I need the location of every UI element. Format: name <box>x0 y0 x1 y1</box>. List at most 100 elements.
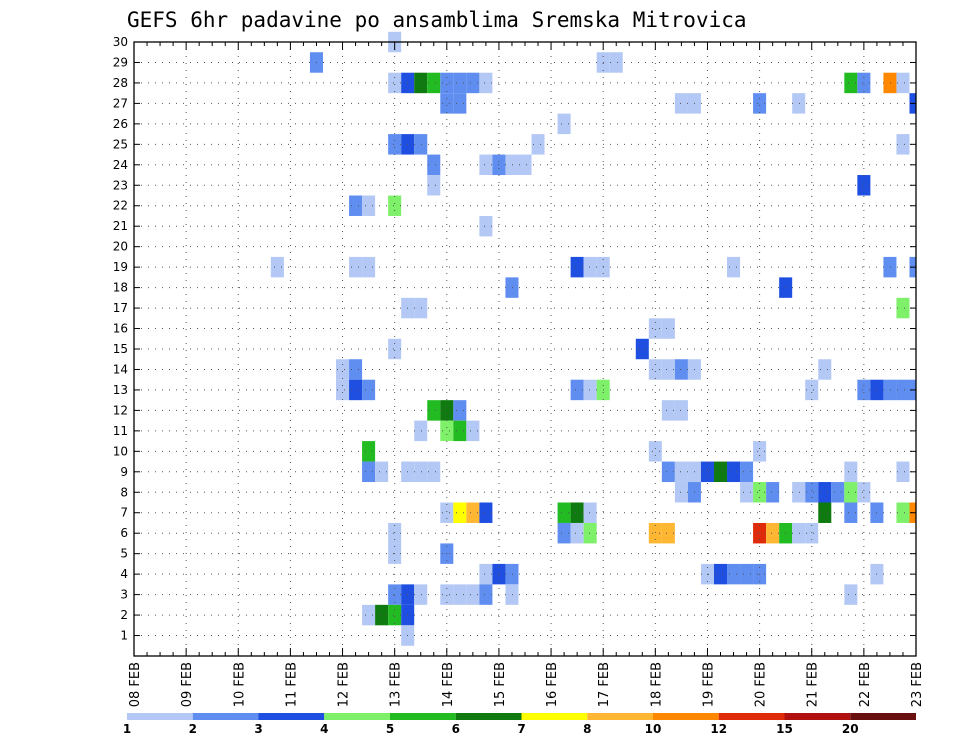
heatmap-cell <box>583 379 597 401</box>
heatmap-cell <box>896 72 910 94</box>
x-tick-label: 15 FEB <box>493 662 508 707</box>
plot-frame <box>133 41 917 657</box>
heatmap-cell <box>661 318 675 339</box>
y-tick-label: 5 <box>120 547 128 561</box>
y-tick-label: 2 <box>120 608 128 622</box>
heatmap-cell <box>883 379 897 401</box>
heatmap-cell <box>727 256 741 278</box>
heatmap-cell <box>349 195 363 216</box>
y-tick-label: 23 <box>113 178 128 192</box>
y-tick-label: 11 <box>113 424 128 438</box>
heatmap-cell <box>270 256 284 278</box>
colorbar-segment <box>455 713 522 720</box>
heatmap-cell <box>570 522 584 544</box>
heatmap-cell <box>818 359 832 380</box>
x-axis-ticks: 08 FEB 09 FEB 10 FEB 11 FEB 12 FEB 13 FEB 14 F… <box>128 42 925 707</box>
chart-title: GEFS 6hr padavine po ansamblima Sremska … <box>127 8 747 32</box>
heatmap-cell <box>883 72 897 94</box>
heatmap-cell <box>427 154 441 176</box>
y-tick-label: 29 <box>113 55 128 69</box>
heatmap-cell <box>427 461 441 483</box>
colorbar-label: 10 <box>645 722 662 736</box>
x-tick-label: 20 FEB <box>754 662 769 707</box>
heatmap-cell <box>440 502 454 523</box>
y-tick-label: 30 <box>113 35 128 49</box>
x-tick-label: 11 FEB <box>284 662 299 707</box>
heatmap-cell <box>896 461 910 483</box>
heatmap-cell <box>427 72 441 94</box>
heatmap-cell <box>792 93 806 114</box>
heatmap-cell <box>805 379 819 401</box>
heatmap-cell <box>362 195 376 216</box>
heatmap-cell <box>505 563 519 585</box>
y-tick-label: 24 <box>113 158 128 172</box>
colorbar-label: 12 <box>710 722 727 736</box>
heatmap-cell <box>557 502 571 523</box>
heatmap-cell <box>388 584 402 605</box>
y-tick-label: 8 <box>120 485 128 499</box>
heatmap-cell <box>792 482 806 503</box>
colorbar-label: 1 <box>123 722 131 736</box>
x-tick-label: 19 FEB <box>701 662 716 707</box>
heatmap-cell <box>740 461 754 483</box>
y-tick-label: 16 <box>113 322 128 336</box>
heatmap-cell <box>349 256 363 278</box>
x-tick-label: 21 FEB <box>806 662 821 707</box>
heatmap-cell <box>375 604 389 626</box>
heatmap-cell <box>453 400 467 421</box>
heatmap-cell <box>753 93 767 114</box>
heatmap-cell <box>583 256 597 278</box>
colorbar-label: 6 <box>452 722 460 736</box>
heatmap-cell <box>479 154 493 176</box>
heatmap-cell <box>414 461 428 483</box>
heatmap-cell <box>831 482 845 503</box>
colorbar-segment <box>324 713 390 720</box>
heatmap-cell <box>570 502 584 523</box>
heatmap-cell <box>570 379 584 401</box>
heatmap-cell <box>674 400 688 421</box>
grid-lines <box>133 41 917 656</box>
heatmap-cell <box>453 420 467 442</box>
heatmap-cell <box>740 482 754 503</box>
x-tick-label: 16 FEB <box>545 662 560 707</box>
colorbar-label: 15 <box>776 722 793 736</box>
colorbar-segment <box>718 713 785 720</box>
heatmap-cell <box>414 134 428 155</box>
y-tick-label: 21 <box>113 219 128 233</box>
x-tick-label: 22 FEB <box>858 662 873 707</box>
colorbar-label: 3 <box>254 722 262 736</box>
heatmap-cell <box>844 461 858 483</box>
heatmap-cell <box>479 72 493 94</box>
y-tick-label: 22 <box>113 199 128 213</box>
heatmap-cell <box>466 72 480 94</box>
heatmap-cell <box>648 318 662 339</box>
heatmap-cell <box>414 72 428 94</box>
heatmap-cell <box>753 441 767 462</box>
heatmap-cell <box>427 400 441 421</box>
colorbar-legend: 1 2 3 4 5 6 7 8 10 12 15 20 <box>123 713 916 736</box>
heatmap-cell <box>388 72 402 94</box>
heatmap-cells <box>270 31 916 646</box>
heatmap-cell <box>818 502 832 523</box>
heatmap-cell <box>505 277 519 298</box>
heatmap-cell <box>713 563 728 585</box>
y-tick-label: 19 <box>113 260 128 274</box>
heatmap-cell <box>857 72 871 94</box>
x-tick-label: 23 FEB <box>910 662 925 707</box>
heatmap-cell <box>896 502 910 523</box>
colorbar-segment <box>653 713 719 720</box>
colorbar-segment <box>784 713 851 720</box>
heatmap-cell <box>414 584 428 605</box>
heatmap-cell <box>805 522 819 544</box>
heatmap-cell <box>727 563 741 585</box>
heatmap-cell <box>844 584 858 605</box>
heatmap-cell <box>336 379 350 401</box>
heatmap-cell <box>388 338 402 360</box>
heatmap-cell <box>362 379 376 401</box>
heatmap-cell <box>805 482 819 503</box>
heatmap-cell <box>570 256 584 278</box>
heatmap-cell <box>740 563 754 585</box>
x-tick-label: 18 FEB <box>649 662 664 707</box>
heatmap-cell <box>479 584 493 605</box>
